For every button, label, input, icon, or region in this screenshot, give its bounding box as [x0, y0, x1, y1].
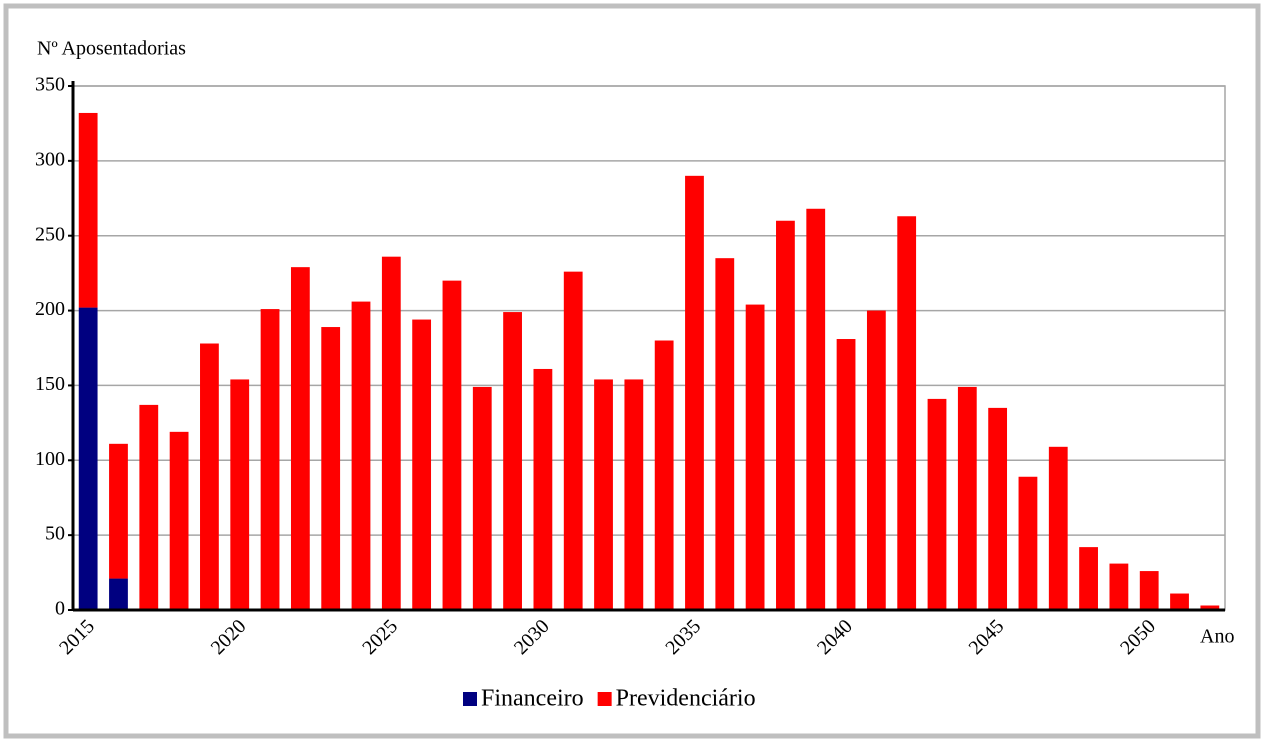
bar: [442, 280, 462, 610]
bar: [78, 307, 98, 610]
x-axis-label: Ano: [1200, 626, 1234, 648]
bar: [1139, 571, 1159, 610]
bar: [1109, 563, 1129, 610]
bar: [230, 379, 250, 610]
x-tick-label: 2030: [510, 615, 554, 659]
bar: [1048, 446, 1068, 610]
bar: [745, 304, 765, 610]
bar: [563, 271, 583, 610]
y-tick-label: 150: [35, 373, 65, 395]
bar: [351, 301, 371, 610]
bar: [836, 339, 856, 610]
bar: [412, 319, 432, 610]
bar: [988, 407, 1008, 610]
x-tick-label: 2040: [813, 615, 857, 659]
legend-label: Financeiro: [481, 686, 584, 712]
x-tick-label: 2015: [55, 615, 99, 659]
bar: [594, 379, 613, 610]
bar: [381, 256, 401, 610]
bar: [169, 431, 189, 610]
x-tick-label: 2035: [661, 615, 705, 659]
y-axis-label: Nº Aposentadorias: [37, 38, 186, 60]
bar: [1170, 593, 1189, 610]
bar: [290, 267, 310, 610]
y-tick-label: 250: [35, 223, 65, 245]
x-tick-label: 2025: [358, 615, 402, 659]
legend-label: Previdenciário: [616, 686, 756, 712]
bar: [260, 309, 280, 610]
chart-frame: [3, 3, 1261, 739]
bar: [866, 310, 886, 610]
bar: [1079, 547, 1098, 610]
y-tick-label: 200: [35, 298, 65, 320]
x-tick-label: 2045: [965, 615, 1009, 659]
x-tick-label: 2050: [1116, 615, 1160, 659]
bar: [109, 578, 128, 610]
y-tick-label: 300: [35, 148, 65, 170]
bar: [624, 379, 644, 610]
bar: [806, 208, 826, 610]
bar: [685, 175, 704, 611]
x-tick-label: 2020: [207, 615, 251, 659]
bar: [503, 312, 522, 610]
bar: [321, 327, 341, 610]
y-tick-label: 50: [45, 523, 65, 545]
bar: [1018, 476, 1038, 610]
bar: [533, 368, 553, 610]
bar: [654, 340, 674, 610]
y-tick-label: 0: [55, 598, 65, 620]
bar: [927, 398, 947, 610]
bar: [776, 220, 795, 610]
bar: [139, 404, 159, 610]
y-tick-label: 350: [35, 74, 65, 96]
bar: [109, 443, 128, 579]
bar: [472, 386, 492, 610]
bar: [78, 112, 98, 308]
bar: [897, 216, 917, 610]
bar: [957, 386, 977, 610]
y-tick-label: 100: [35, 448, 65, 470]
legend-swatch: [597, 692, 612, 706]
bar: [1200, 605, 1220, 610]
bar: [200, 343, 219, 610]
bar: [715, 258, 735, 610]
legend-swatch: [463, 692, 477, 706]
